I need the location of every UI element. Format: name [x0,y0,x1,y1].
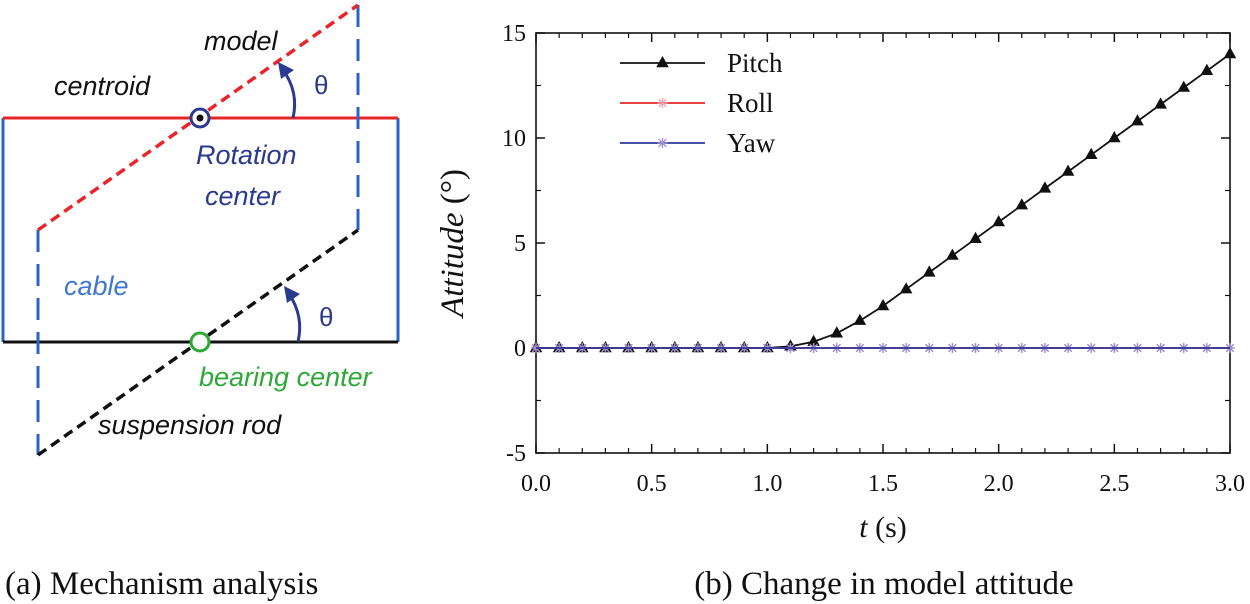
model-label: model [204,26,279,56]
theta-label-top: θ [314,70,328,100]
y-tick-label: 10 [502,126,526,152]
rotation-center-label-line1: Rotation [196,140,297,170]
y-ticks: -5 0 5 10 15 [502,21,1230,467]
y-tick-label: 0 [514,336,526,362]
y-axis-title: Attitude (°) [435,169,471,319]
legend-item-roll: Roll [620,88,774,118]
x-tick-label: 1.0 [752,471,782,497]
series-pitch [529,47,1237,353]
legend-item-pitch: Pitch [620,48,783,78]
legend-marker-yaw [657,138,668,148]
centroid-label: centroid [54,71,151,101]
bearing-center-marker [189,331,211,353]
y-tick-label: -5 [506,441,526,467]
plot-frame [535,32,1231,454]
theta-arrowhead-bottom [284,286,300,303]
legend: Pitch Roll Yaw [620,48,783,158]
cable-label: cable [64,271,129,301]
panel-a-mechanism: model centroid θ Rotation center cable θ… [1,3,400,602]
legend-label-pitch: Pitch [727,48,783,78]
x-axis-title: t (s) [859,511,907,544]
x-tick-label: 0.0 [521,471,551,497]
legend-label-roll: Roll [727,88,774,118]
x-tick-label: 2.0 [984,471,1014,497]
x-tick-label: 0.5 [637,471,667,497]
x-tick-label: 2.5 [1099,471,1129,497]
legend-item-yaw: Yaw [620,128,776,158]
x-tick-label: 3.0 [1215,471,1245,497]
x-tick-label: 1.5 [868,471,898,497]
legend-marker-roll [657,98,668,108]
y-tick-label: 5 [514,231,526,257]
theta-arrowhead-top [278,62,294,79]
x-ticks: 0.0 0.5 1.0 1.5 2.0 2.5 3.0 [521,33,1245,497]
legend-marker-pitch [656,56,669,68]
theta-label-bottom: θ [319,302,333,332]
theta-arc-bottom [287,293,302,343]
panel-b-chart: 0.0 0.5 1.0 1.5 2.0 2.5 3.0 -5 0 5 10 15 Pitch Roll… [435,21,1245,602]
centroid-dot [196,114,204,122]
bearing-center-label: bearing center [199,362,373,392]
y-tick-label: 15 [502,21,526,47]
legend-label-yaw: Yaw [727,128,776,158]
rotation-center-label-line2: center [205,181,281,211]
series-yaw [531,343,1235,353]
series-layer [529,47,1237,353]
panel-b-caption: (b) Change in model attitude [694,566,1073,602]
suspension-rod-label: suspension rod [98,410,282,440]
theta-arc-top [281,69,297,119]
panel-a-caption: (a) Mechanism analysis [5,566,318,602]
